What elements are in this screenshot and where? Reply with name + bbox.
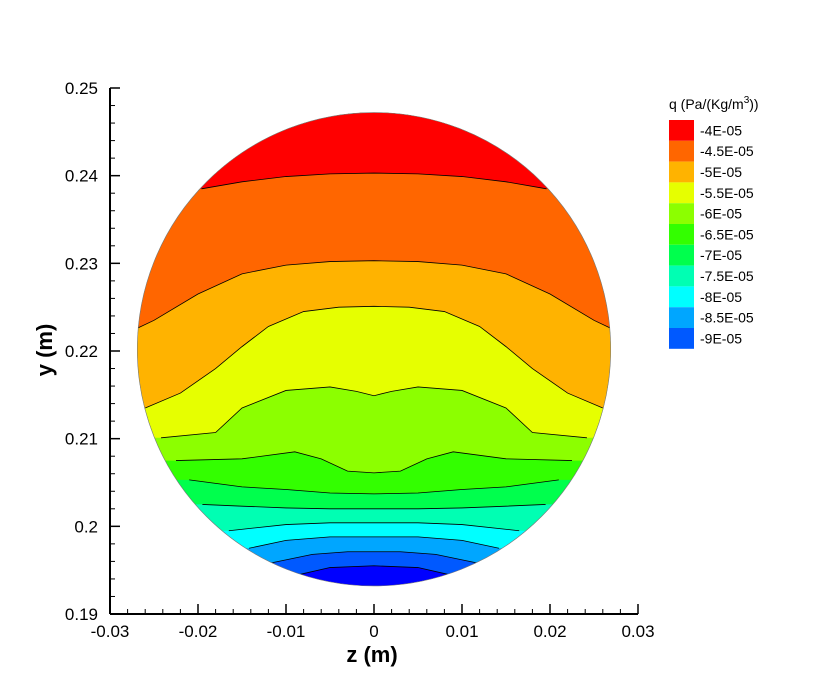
- legend-swatch: [669, 328, 694, 349]
- x-tick-label: 0.01: [445, 622, 478, 641]
- contour-line--8E-05: [248, 536, 500, 549]
- contour-line--5E-05: [145, 305, 603, 409]
- legend-swatch: [669, 120, 694, 141]
- legend-label: -8.5E-05: [700, 310, 754, 326]
- contour-line--4E-05: [201, 172, 547, 190]
- x-tick-label: 0.03: [621, 622, 654, 641]
- legend-swatch: [669, 224, 694, 245]
- y-tick-label: 0.19: [65, 605, 98, 624]
- legend-label: -4.5E-05: [700, 143, 754, 159]
- y-tick-label: 0.24: [65, 167, 98, 186]
- legend-swatch: [669, 265, 694, 287]
- contour-line--8.5E-05: [270, 551, 478, 564]
- contour-line--7.5E-05: [228, 522, 520, 532]
- contour-lines: [137, 172, 611, 575]
- y-tick-label: 0.25: [65, 79, 98, 98]
- legend-label: -5E-05: [700, 164, 742, 180]
- y-axis-title: y (m): [32, 324, 57, 377]
- contour-line--7E-05: [202, 504, 546, 510]
- legend-label: -7.5E-05: [700, 268, 754, 284]
- y-tick-label: 0.22: [65, 342, 98, 361]
- x-tick-label: -0.02: [179, 622, 218, 641]
- x-axis-title: z (m): [346, 642, 397, 667]
- legend-swatch: [669, 140, 694, 162]
- legend-label: -5.5E-05: [700, 185, 754, 201]
- x-tick-label: -0.01: [267, 622, 306, 641]
- legend-label: -4E-05: [700, 122, 742, 138]
- contour-line--4.5E-05: [137, 260, 611, 329]
- legend-title: q (Pa/(Kg/m3)): [669, 95, 759, 112]
- legend-label: -8E-05: [700, 289, 742, 305]
- x-tick-label: 0: [369, 622, 378, 641]
- contour-line--5.5E-05: [161, 386, 587, 439]
- contour-line--6E-05: [175, 451, 573, 474]
- y-tick-label: 0.21: [65, 430, 98, 449]
- x-axis-ticks: -0.03 -0.02 -0.01 0 0.01 0.02 0.03: [91, 604, 655, 641]
- x-tick-label: 0.02: [533, 622, 566, 641]
- legend-label: -6E-05: [700, 206, 742, 222]
- y-tick-label: 0.2: [74, 517, 98, 536]
- legend-swatch: [669, 307, 694, 328]
- legend: q (Pa/(Kg/m3)) -4E-05 -4.5E-05 -5E-05 -5.5E…: [669, 95, 759, 349]
- legend-swatch: [669, 161, 694, 183]
- legend-swatch: [669, 286, 694, 308]
- contour-line--6.5E-05: [189, 479, 559, 495]
- legend-swatch: [669, 244, 694, 266]
- contour-line--9E-05: [299, 565, 449, 575]
- legend-label: -7E-05: [700, 247, 742, 263]
- x-tick-label: -0.03: [91, 622, 130, 641]
- domain-outline: [136, 112, 612, 587]
- y-tick-label: 0.23: [65, 254, 98, 273]
- legend-swatch: [669, 182, 694, 204]
- legend-label: -9E-05: [700, 330, 742, 346]
- legend-label: -6.5E-05: [700, 226, 754, 242]
- legend-swatch: [669, 203, 694, 224]
- y-axis-ticks: 0.19 0.2 0.21 0.22 0.23 0.24 0.25: [65, 79, 120, 624]
- contour-bands: [137, 112, 611, 586]
